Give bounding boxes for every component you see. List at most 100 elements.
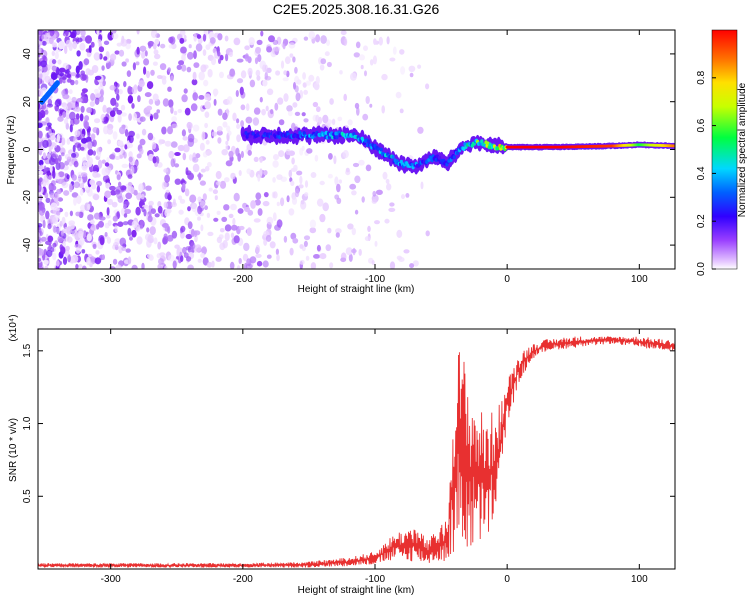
noise-speck xyxy=(70,31,76,39)
noise-speck xyxy=(182,136,189,141)
noise-speck xyxy=(389,202,395,207)
noise-speck xyxy=(278,150,285,158)
noise-speck xyxy=(287,110,293,117)
noise-speck xyxy=(195,153,201,159)
noise-speck xyxy=(301,112,306,117)
noise-speck xyxy=(286,195,290,203)
noise-speck xyxy=(86,107,93,114)
noise-speck xyxy=(76,195,82,205)
noise-speck xyxy=(59,78,63,84)
noise-speck xyxy=(38,202,45,211)
noise-speck xyxy=(154,162,159,168)
noise-speck xyxy=(354,175,361,184)
noise-speck xyxy=(70,72,77,77)
noise-speck xyxy=(327,227,332,234)
noise-speck xyxy=(80,30,86,37)
noise-speck xyxy=(129,186,135,194)
figure-title: C2E5.2025.308.16.31.G26 xyxy=(273,1,440,17)
noise-speck xyxy=(71,96,77,103)
noise-speck xyxy=(177,108,183,114)
noise-speck xyxy=(349,183,357,190)
noise-speck xyxy=(150,69,155,76)
noise-speck xyxy=(200,224,204,232)
noise-speck xyxy=(116,93,120,101)
spectrogram-x-tick-label: -100 xyxy=(365,274,385,285)
noise-speck xyxy=(389,261,396,269)
noise-speck xyxy=(129,236,133,241)
noise-speck xyxy=(290,180,295,186)
noise-speck xyxy=(275,248,279,255)
noise-speck xyxy=(294,75,300,85)
noise-speck xyxy=(74,130,81,138)
noise-speck xyxy=(358,159,365,166)
noise-speck xyxy=(115,264,122,269)
noise-speck xyxy=(187,221,193,230)
noise-speck xyxy=(201,246,207,255)
noise-speck xyxy=(268,35,275,43)
noise-speck xyxy=(187,206,191,212)
noise-speck xyxy=(153,237,158,245)
noise-speck xyxy=(193,33,197,42)
noise-speck xyxy=(106,157,110,164)
noise-speck xyxy=(244,206,251,213)
noise-speck xyxy=(375,189,383,195)
noise-speck xyxy=(320,35,327,44)
noise-speck xyxy=(197,216,201,221)
spectrogram-y-label: Frequency (Hz) xyxy=(6,116,17,185)
spectrogram-x-tick-label: -200 xyxy=(233,274,253,285)
ridge-core xyxy=(251,131,255,136)
noise-speck xyxy=(300,200,307,210)
noise-speck xyxy=(260,30,264,37)
noise-speck xyxy=(119,237,127,247)
noise-speck xyxy=(257,174,261,182)
noise-speck xyxy=(113,242,119,247)
noise-speck xyxy=(209,37,216,44)
spectrogram-y-tick-label: 20 xyxy=(22,96,33,108)
noise-speck xyxy=(229,261,235,269)
noise-speck xyxy=(283,235,288,243)
noise-speck xyxy=(143,209,147,217)
noise-speck xyxy=(217,33,223,41)
noise-speck xyxy=(255,253,262,258)
spectrogram-y-tick-label: -40 xyxy=(22,237,33,252)
noise-speck xyxy=(116,174,121,181)
noise-speck xyxy=(38,45,42,55)
noise-speck xyxy=(354,102,360,109)
noise-speck xyxy=(211,131,217,137)
noise-speck xyxy=(204,101,211,110)
noise-speck xyxy=(80,172,88,178)
snr-x-tick-label: 0 xyxy=(504,574,510,585)
noise-speck xyxy=(144,50,148,57)
noise-speck xyxy=(233,235,240,244)
noise-speck xyxy=(181,94,188,103)
noise-speck xyxy=(106,207,110,216)
noise-speck xyxy=(94,118,101,124)
noise-speck xyxy=(174,178,181,185)
noise-speck xyxy=(56,210,61,216)
noise-speck xyxy=(265,234,272,242)
noise-speck xyxy=(240,104,246,111)
noise-speck xyxy=(49,37,54,45)
noise-speck xyxy=(207,68,213,78)
noise-speck xyxy=(303,235,311,241)
noise-speck xyxy=(206,212,211,218)
noise-speck xyxy=(156,75,163,79)
noise-speck xyxy=(138,80,145,88)
noise-speck xyxy=(80,73,87,81)
colorbar: 0.0 0.2 0.4 0.6 0.8 Normalized spectral ampl… xyxy=(696,29,748,276)
noise-speck xyxy=(81,156,87,166)
noise-speck xyxy=(45,197,51,203)
noise-speck xyxy=(85,35,92,44)
spectrogram-y-tick-label: -20 xyxy=(22,190,33,205)
noise-speck xyxy=(104,232,108,237)
noise-speck xyxy=(385,178,390,184)
noise-speck xyxy=(181,53,186,62)
noise-speck xyxy=(73,135,78,145)
noise-speck xyxy=(136,46,140,55)
noise-speck xyxy=(299,147,304,156)
noise-speck xyxy=(110,97,117,106)
noise-speck xyxy=(99,236,105,246)
noise-speck xyxy=(211,260,215,268)
noise-speck xyxy=(343,93,348,101)
noise-speck xyxy=(299,244,304,249)
